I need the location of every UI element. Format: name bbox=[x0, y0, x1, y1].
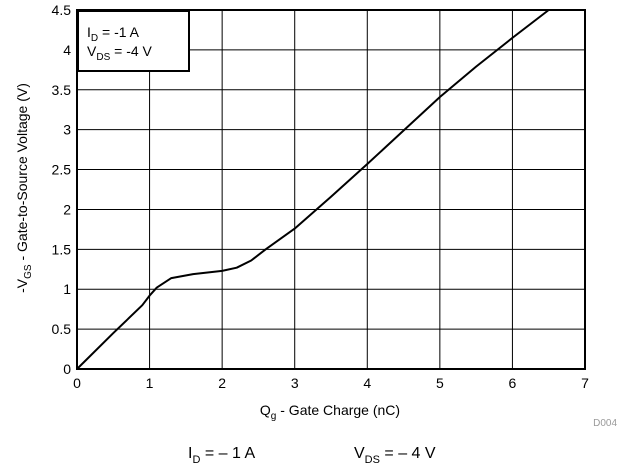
x-tick-label: 5 bbox=[436, 375, 444, 391]
x-tick-label: 1 bbox=[146, 375, 154, 391]
y-tick-label: 3 bbox=[63, 122, 71, 138]
x-tick-label: 2 bbox=[218, 375, 226, 391]
figure-id: D004 bbox=[593, 418, 617, 429]
caption-id: ID = – 1 A bbox=[188, 445, 255, 466]
y-tick-label: 4.5 bbox=[52, 2, 72, 18]
x-tick-label: 6 bbox=[509, 375, 517, 391]
y-tick-label: 0 bbox=[63, 361, 71, 377]
y-tick-label: 2.5 bbox=[52, 162, 72, 178]
tick-labels: 0 1 2 3 4 5 6 7 0 0.5 1 1.5 2 2.5 3 3.5 4 4.5 bbox=[52, 2, 590, 391]
legend-box: ID = -1 A VDS = -4 V bbox=[77, 10, 190, 72]
y-tick-label: 4 bbox=[63, 42, 71, 58]
caption-vds: VDS = – 4 V bbox=[354, 445, 436, 466]
y-tick-label: 1.5 bbox=[52, 241, 72, 257]
series-line-0 bbox=[76, 9, 550, 370]
legend-line-vds: VDS = -4 V bbox=[87, 43, 153, 63]
y-tick-label: 0.5 bbox=[52, 321, 72, 337]
x-tick-label: 3 bbox=[291, 375, 299, 391]
x-tick-label: 4 bbox=[363, 375, 371, 391]
x-tick-label: 0 bbox=[73, 375, 81, 391]
y-tick-label: 3.5 bbox=[52, 82, 72, 98]
x-axis-title: Qg - Gate Charge (nC) bbox=[260, 402, 400, 422]
x-tick-label: 7 bbox=[581, 375, 589, 391]
y-axis-title: -VGS - Gate-to-Source Voltage (V) bbox=[14, 83, 34, 293]
y-tick-label: 2 bbox=[63, 201, 71, 217]
plot-frame bbox=[76, 9, 586, 370]
y-tick-label: 1 bbox=[63, 281, 71, 297]
legend-line-id: ID = -1 A bbox=[87, 24, 140, 44]
series-layer bbox=[76, 9, 550, 370]
